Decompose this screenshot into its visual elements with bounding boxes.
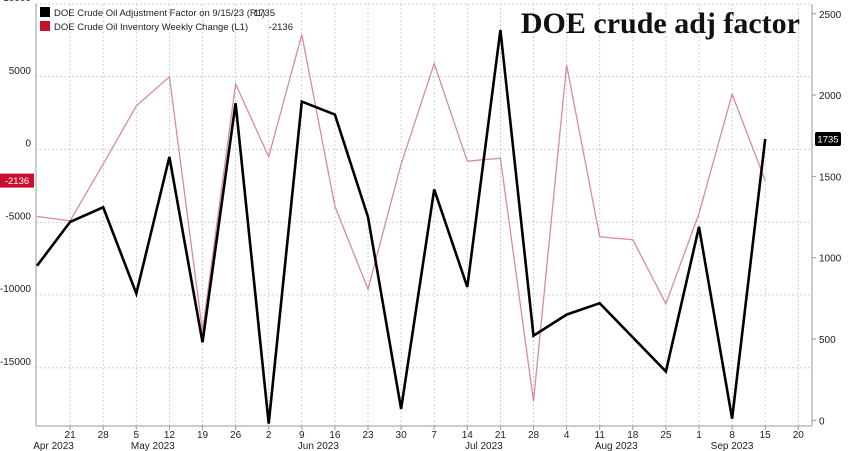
x-tick-label: 4 [564, 430, 570, 441]
legend-swatch-adjustment [40, 7, 50, 17]
right-last-value-tag [815, 131, 841, 146]
x-group-label: Aug 2023 [595, 441, 638, 451]
x-tick-label: 18 [627, 430, 639, 441]
x-tick-label: 19 [197, 430, 209, 441]
gridlines [36, 3, 812, 426]
right-tick-label: 0 [819, 416, 825, 427]
x-tick-label: 8 [729, 430, 735, 441]
x-group-label: Apr 2023 [33, 441, 74, 451]
legend-label-adjustment: DOE Crude Oil Adjustment Factor on 9/15/… [54, 8, 265, 19]
legend-value-adjustment: 1735 [254, 8, 275, 19]
x-tick-label: 20 [793, 430, 805, 441]
x-tick-label: 30 [396, 430, 408, 441]
x-tick-label: 9 [299, 430, 305, 441]
x-tick-label: 2 [266, 430, 272, 441]
x-tick-label: 28 [98, 430, 110, 441]
left-tick-label: 5000 [9, 66, 32, 77]
x-tick-label: 7 [431, 430, 437, 441]
right-axis: 2500 2000 1500 1000 500 0 [811, 4, 842, 427]
legend-value-inventory: -2136 [269, 22, 293, 33]
left-tick-label: -10000 [0, 284, 31, 295]
left-last-value-text: -2136 [5, 176, 29, 187]
x-group-label: Jun 2023 [298, 441, 340, 451]
chart-title: DOE crude adj factor [521, 7, 800, 40]
left-axis: 10000 5000 0 -5000 -10000 -15000 [0, 0, 37, 426]
series-lines [35, 29, 767, 424]
x-group-label: Sep 2023 [711, 441, 754, 451]
legend-label-inventory: DOE Crude Oil Inventory Weekly Change (L… [54, 22, 248, 33]
x-tick-label: 14 [462, 430, 474, 441]
legend-swatch-inventory [40, 21, 50, 31]
left-tick-label: 10000 [3, 0, 31, 4]
left-last-value-tag [0, 173, 34, 188]
x-tick-label: 28 [528, 430, 540, 441]
right-tick-label: 1500 [819, 172, 842, 183]
x-group-label: Jul 2023 [465, 441, 503, 451]
x-tick-label: 23 [362, 430, 374, 441]
x-tick-label: 26 [230, 430, 242, 441]
x-tick-label: 12 [164, 430, 176, 441]
x-tick-label: 5 [134, 430, 140, 441]
x-axis: 21 28 5 12 19 26 2 9 16 23 30 7 14 21 28 4 11 18 25 1 8 15 20A… [33, 425, 812, 451]
series-line-inventory-change [36, 34, 766, 402]
x-tick-label: 21 [495, 430, 507, 441]
right-tick-label: 2500 [819, 10, 842, 21]
x-tick-label: 15 [760, 430, 772, 441]
left-tick-label: -5000 [5, 211, 31, 222]
right-tick-label: 2000 [819, 91, 842, 102]
right-tick-label: 1000 [819, 254, 842, 265]
x-tick-label: 21 [65, 430, 77, 441]
right-last-value-text: 1735 [817, 134, 838, 145]
left-tick-label: -15000 [0, 357, 31, 368]
x-tick-label: 16 [329, 430, 341, 441]
series-line-adjustment-factor [35, 29, 767, 424]
x-tick-label: 25 [660, 430, 672, 441]
last-value-tags: 1735 -2136 [0, 131, 841, 188]
x-tick-label: 1 [696, 430, 702, 441]
x-group-label: May 2023 [131, 441, 175, 451]
right-tick-label: 500 [819, 335, 836, 346]
x-tick-label: 11 [595, 430, 606, 441]
legend: DOE Crude Oil Adjustment Factor on 9/15/… [40, 7, 293, 33]
left-tick-label: 0 [25, 139, 31, 150]
